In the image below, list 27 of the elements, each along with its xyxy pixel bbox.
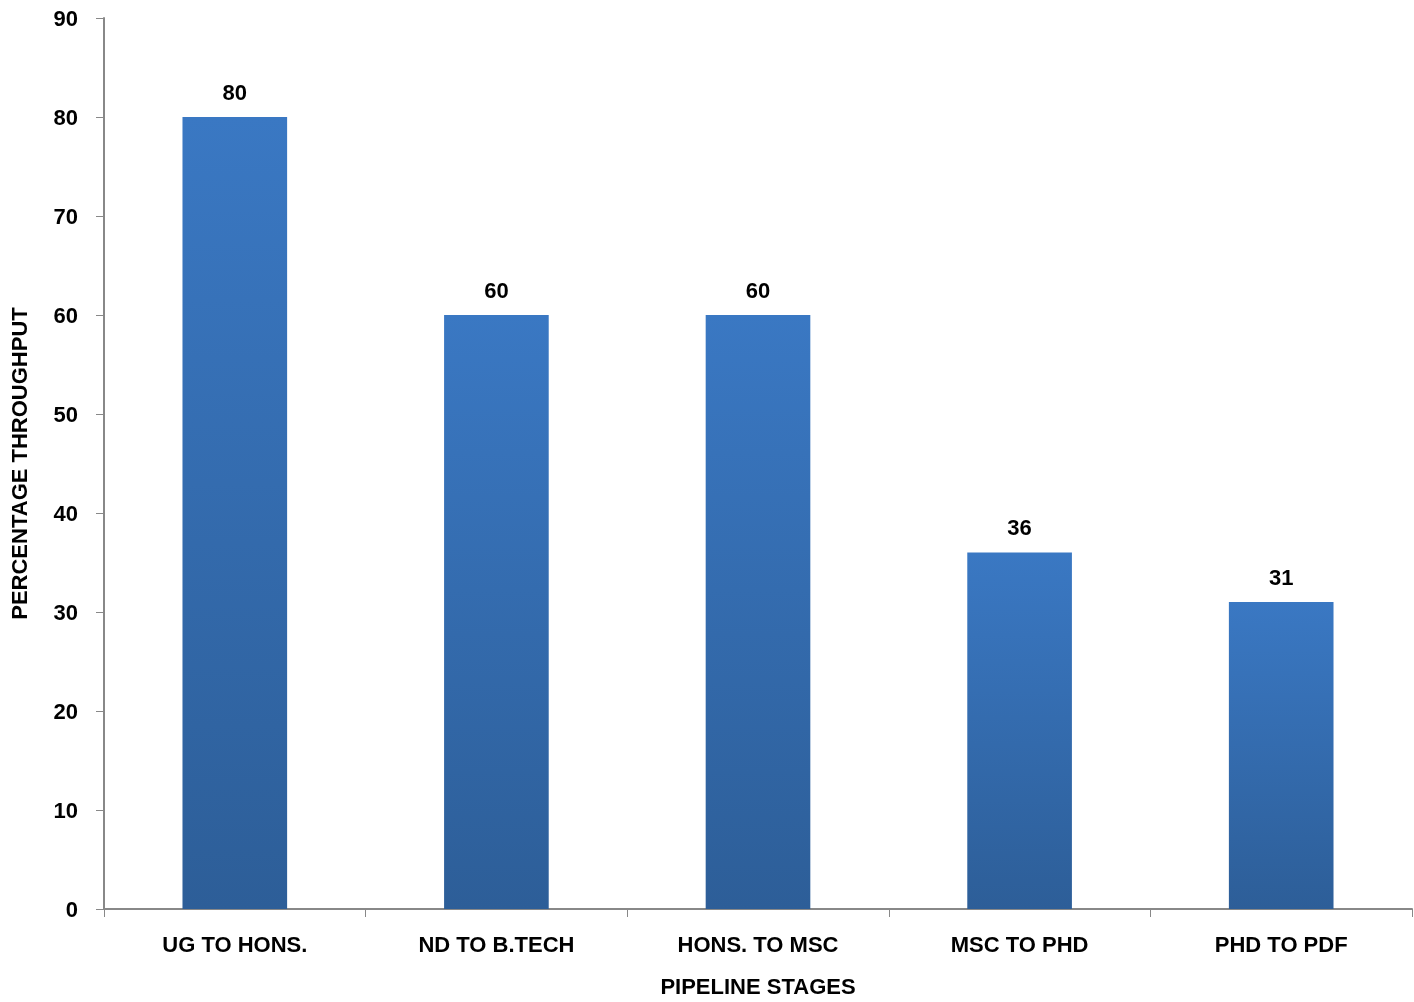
bar — [444, 315, 549, 909]
bar — [1228, 602, 1334, 909]
bar — [182, 117, 288, 909]
y-tick-label: 60 — [53, 302, 78, 328]
y-axis-title: PERCENTAGE THROUGHPUT — [6, 306, 32, 620]
y-tick-label: 40 — [53, 500, 78, 526]
bar — [705, 315, 811, 909]
y-tick-label: 80 — [53, 104, 78, 130]
x-tick-label: UG TO HONS. — [162, 931, 308, 957]
y-tick-label: 90 — [53, 5, 78, 31]
y-tick-label: 50 — [53, 401, 78, 427]
y-tick-label: 0 — [65, 896, 78, 922]
data-label: 60 — [745, 277, 771, 303]
y-tick-label: 10 — [53, 797, 78, 823]
x-tick-label: MSC TO PHD — [950, 931, 1089, 957]
data-label: 36 — [1007, 515, 1032, 541]
data-label: 60 — [484, 277, 509, 303]
x-axis-title: PIPELINE STAGES — [660, 973, 856, 999]
x-tick-label: PHD TO PDF — [1214, 931, 1348, 957]
bar — [967, 552, 1072, 909]
y-tick-label: 20 — [53, 698, 78, 724]
x-tick-label: HONS. TO MSC — [677, 931, 839, 957]
y-tick-label: 30 — [53, 599, 78, 625]
x-tick-label: ND TO B.TECH — [418, 931, 575, 957]
data-label: 31 — [1268, 564, 1294, 590]
data-label: 80 — [222, 79, 248, 105]
y-tick-label: 70 — [53, 203, 78, 229]
